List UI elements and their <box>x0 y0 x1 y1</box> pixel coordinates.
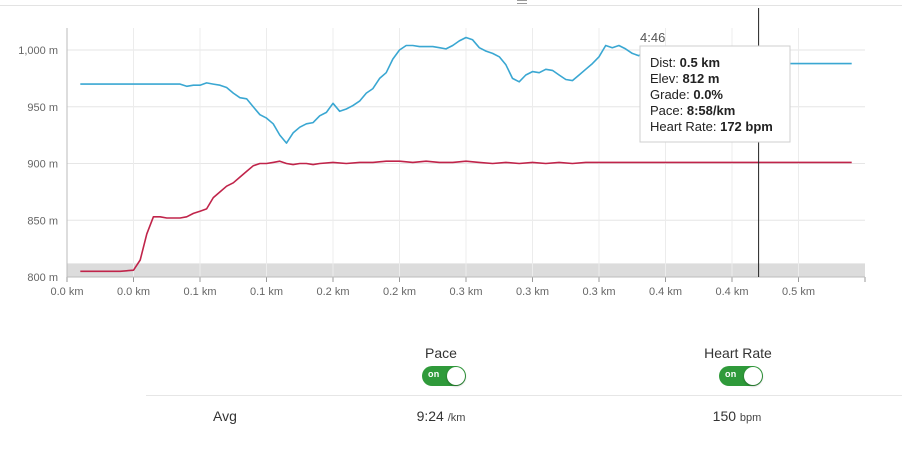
avg-hr-value: 150 <box>712 408 737 424</box>
x-tick-label: 0.0 km <box>117 286 150 298</box>
top-border <box>0 5 902 6</box>
tooltip-row-value: 812 m <box>683 71 720 86</box>
x-tick-label: 0.0 km <box>50 286 83 298</box>
drag-handle-icon[interactable] <box>517 0 527 6</box>
tooltip-row: Grade: 0.0% <box>650 87 723 102</box>
heart-rate-series-line <box>80 160 852 273</box>
x-tick-label: 0.3 km <box>582 286 615 298</box>
pace-toggle-knob[interactable] <box>447 367 465 385</box>
x-tick-label: 0.1 km <box>250 286 283 298</box>
tooltip-row: Dist: 0.5 km <box>650 55 720 70</box>
tooltip-row: Heart Rate: 172 bpm <box>650 119 773 134</box>
heart-rate-heading: Heart Rate <box>704 345 772 361</box>
heart-rate-toggle-label: on <box>725 369 737 379</box>
y-tick-label: 800 m <box>27 272 58 284</box>
x-tick-label: 0.4 km <box>649 286 682 298</box>
tooltip-row-label: Pace: <box>650 103 687 118</box>
heart-rate-toggle[interactable]: on <box>719 366 763 386</box>
tooltip-row: Elev: 812 m <box>650 71 719 86</box>
avg-heart-rate: 150 bpm <box>667 408 807 424</box>
y-tick-label: 900 m <box>27 159 58 171</box>
tooltip-time: 4:46 <box>640 30 665 45</box>
y-tick-label: 1,000 m <box>18 45 58 57</box>
x-tick-label: 0.1 km <box>183 286 216 298</box>
y-tick-label: 850 m <box>27 215 58 227</box>
tooltip-row: Pace: 8:58/km <box>650 103 735 118</box>
stats-divider <box>146 395 902 396</box>
pace-toggle[interactable]: on <box>422 366 466 386</box>
avg-label: Avg <box>213 408 237 424</box>
tooltip-row-label: Elev: <box>650 71 683 86</box>
tooltip-box <box>639 45 791 143</box>
heart-rate-toggle-knob[interactable] <box>744 367 762 385</box>
avg-pace: 9:24 /km <box>371 408 511 424</box>
elevation-chart: 800 m 850 m 900 m 950 m 1,000 m 0.0 km 0.0 km 0… <box>18 8 866 298</box>
x-tick-label: 0.2 km <box>316 286 349 298</box>
tooltip-row-label: Grade: <box>650 87 693 102</box>
tooltip-row-label: Dist: <box>650 55 680 70</box>
tooltip-row-value: 0.0% <box>693 87 723 102</box>
y-tick-label: 950 m <box>27 102 58 114</box>
tooltip-row-label: Heart Rate: <box>650 119 720 134</box>
avg-hr-unit: bpm <box>739 412 762 424</box>
avg-pace-value: 9:24 <box>416 408 444 424</box>
pace-heading: Pace <box>425 345 457 361</box>
tooltip-row-value: 172 bpm <box>720 119 773 134</box>
x-tick-label: 0.4 km <box>715 286 748 298</box>
tooltip-row-value: 8:58/km <box>687 103 735 118</box>
avg-pace-unit: /km <box>447 412 466 424</box>
x-tick-label: 0.2 km <box>383 286 416 298</box>
tooltip-row-value: 0.5 km <box>680 55 720 70</box>
x-tick-label: 0.5 km <box>782 286 815 298</box>
x-tick-label: 0.3 km <box>449 286 482 298</box>
pace-toggle-label: on <box>428 369 440 379</box>
x-tick-label: 0.3 km <box>516 286 549 298</box>
